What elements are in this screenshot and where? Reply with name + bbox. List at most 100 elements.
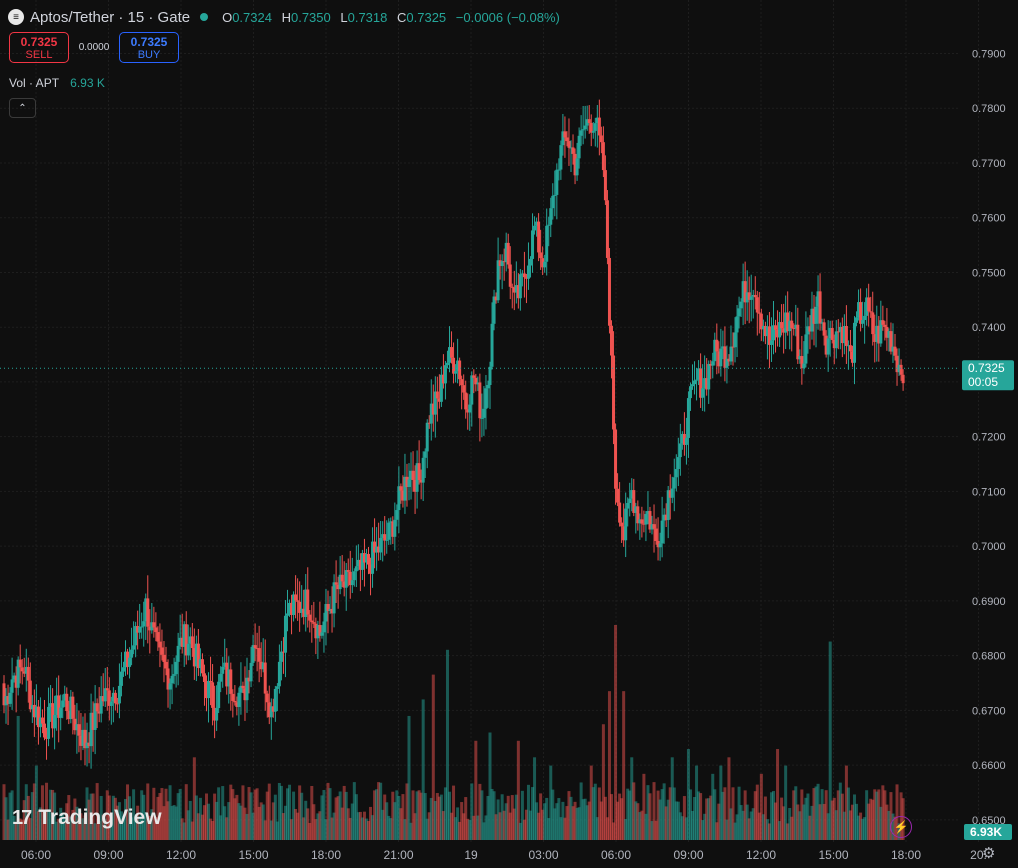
candle-body bbox=[91, 712, 95, 730]
volume-bar bbox=[869, 798, 873, 840]
volume-bar bbox=[377, 782, 381, 840]
volume-bar bbox=[599, 801, 603, 840]
volume-bar bbox=[43, 810, 46, 840]
candle-body bbox=[883, 324, 887, 327]
tradingview-logo-icon: 17 bbox=[12, 806, 32, 829]
candlesticks bbox=[2, 99, 905, 769]
volume-bar bbox=[358, 811, 362, 840]
volume-bar bbox=[235, 794, 239, 840]
volume-bar bbox=[423, 793, 427, 840]
volume-bar bbox=[553, 808, 557, 840]
candle-body bbox=[719, 348, 723, 367]
volume-bar bbox=[144, 812, 148, 840]
candle-body bbox=[561, 131, 565, 146]
volume-bar bbox=[89, 793, 93, 840]
volume-bar bbox=[670, 757, 674, 840]
volume-bar bbox=[468, 820, 472, 840]
volume-bar bbox=[356, 812, 360, 840]
sell-price: 0.7325 bbox=[20, 35, 58, 49]
candle-body bbox=[261, 662, 265, 670]
volume-bar bbox=[381, 809, 385, 840]
volume-bar bbox=[834, 810, 838, 840]
candle-body bbox=[682, 433, 686, 445]
candle-body bbox=[302, 608, 306, 617]
volume-legend[interactable]: Vol · APT 6.93 K bbox=[9, 76, 105, 90]
candle-body bbox=[180, 637, 184, 647]
volume-bar bbox=[693, 796, 697, 840]
candle-body bbox=[614, 429, 618, 489]
candle-body bbox=[599, 135, 603, 143]
candle-body bbox=[431, 403, 435, 415]
volume-bar bbox=[229, 784, 233, 840]
candle-body bbox=[51, 703, 55, 729]
volume-bar bbox=[480, 790, 484, 840]
volume-bar bbox=[407, 715, 411, 840]
bolt-icon[interactable]: ⚡ bbox=[890, 816, 912, 838]
volume-bar bbox=[828, 641, 832, 840]
candle-body bbox=[838, 326, 842, 332]
volume-bar bbox=[583, 798, 587, 840]
volume-bar bbox=[283, 805, 287, 840]
aptos-logo-icon: ≡ bbox=[8, 9, 24, 25]
volume-bar bbox=[591, 787, 595, 840]
volume-bar bbox=[318, 811, 322, 840]
candle-body bbox=[626, 502, 630, 509]
candle-body bbox=[395, 510, 399, 520]
volume-bar bbox=[4, 797, 8, 840]
volume-bar bbox=[660, 789, 664, 840]
volume-bar bbox=[111, 795, 115, 840]
volume-bar bbox=[261, 804, 265, 840]
symbol-title[interactable]: Aptos/Tether · 15 · Gate bbox=[30, 8, 191, 26]
volume-bar bbox=[474, 740, 478, 840]
candle-body bbox=[43, 723, 46, 738]
candle-body bbox=[656, 540, 660, 548]
volume-bar bbox=[715, 822, 719, 840]
volume-bar bbox=[630, 757, 634, 840]
candle-body bbox=[832, 339, 836, 349]
collapse-legend-button[interactable]: ⌃ bbox=[9, 98, 36, 118]
candle-body bbox=[300, 608, 304, 613]
candle-body bbox=[247, 677, 251, 682]
candle-body bbox=[755, 297, 759, 313]
volume-bar bbox=[850, 804, 854, 840]
volume-bar bbox=[464, 797, 468, 840]
volume-bar bbox=[688, 789, 692, 840]
buy-button[interactable]: 0.7325 BUY bbox=[119, 32, 179, 63]
candle-body bbox=[198, 659, 202, 669]
candle-body bbox=[555, 169, 559, 195]
volume-bar bbox=[701, 820, 705, 840]
candle-body bbox=[510, 286, 514, 288]
candle-body bbox=[761, 325, 765, 330]
candle-body bbox=[589, 122, 593, 133]
candle-body bbox=[103, 688, 107, 702]
sell-button[interactable]: 0.7325 SELL bbox=[9, 32, 69, 63]
candle-body bbox=[842, 326, 846, 344]
time-tick-label: 12:00 bbox=[166, 848, 196, 862]
volume-bar bbox=[620, 798, 624, 840]
volume-bar bbox=[298, 785, 302, 840]
volume-bar bbox=[466, 818, 470, 840]
volume-bar bbox=[202, 805, 206, 840]
volume-bar bbox=[684, 817, 688, 840]
candle-body bbox=[464, 392, 468, 410]
candle-body bbox=[93, 703, 97, 730]
candle-body bbox=[814, 306, 818, 324]
candle-body bbox=[616, 488, 620, 503]
volume-bar bbox=[344, 791, 348, 840]
volume-bar bbox=[99, 796, 103, 840]
candle-body bbox=[899, 364, 903, 375]
volume-bar bbox=[804, 797, 808, 840]
volume-bar bbox=[109, 816, 113, 840]
volume-bar bbox=[188, 800, 192, 840]
volume-bar bbox=[273, 794, 277, 840]
candle-body bbox=[697, 368, 701, 380]
volume-bar bbox=[30, 792, 34, 840]
volume-bar bbox=[83, 815, 87, 840]
candle-body bbox=[134, 626, 138, 646]
volume-bar bbox=[103, 818, 107, 840]
candle-body bbox=[569, 147, 573, 149]
gear-icon[interactable]: ⚙ bbox=[982, 845, 996, 862]
volume-bar bbox=[806, 793, 810, 840]
time-tick-label: 09:00 bbox=[673, 848, 703, 862]
